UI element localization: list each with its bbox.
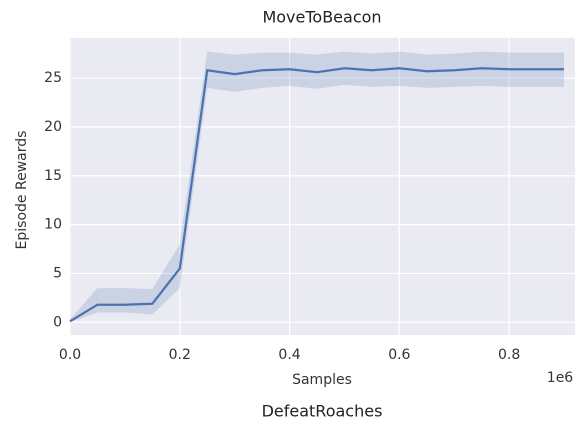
y-tick-label: 0 (53, 314, 62, 330)
x-tick-label: 0.6 (388, 347, 410, 363)
y-tick-label: 5 (53, 265, 62, 281)
y-tick-label: 20 (44, 119, 62, 135)
x-tick-label: 0.8 (498, 347, 520, 363)
confidence-band (70, 51, 565, 323)
y-axis-label: Episode Rewards (14, 131, 30, 250)
x-tick-label: 0.2 (169, 347, 191, 363)
x-offset-label: 1e6 (547, 370, 574, 386)
line (69, 67, 565, 323)
y-tick-label: 25 (44, 70, 62, 86)
x-tick-label: 0.0 (59, 347, 81, 363)
chart-title: MoveToBeacon (262, 8, 381, 27)
x-axis-label: Samples (292, 372, 352, 388)
next-chart-title: DefeatRoaches (262, 402, 383, 421)
y-tick-label: 15 (44, 168, 62, 184)
y-tick-label: 10 (44, 217, 62, 233)
plot-background (70, 38, 575, 335)
x-tick-label: 0.4 (278, 347, 300, 363)
